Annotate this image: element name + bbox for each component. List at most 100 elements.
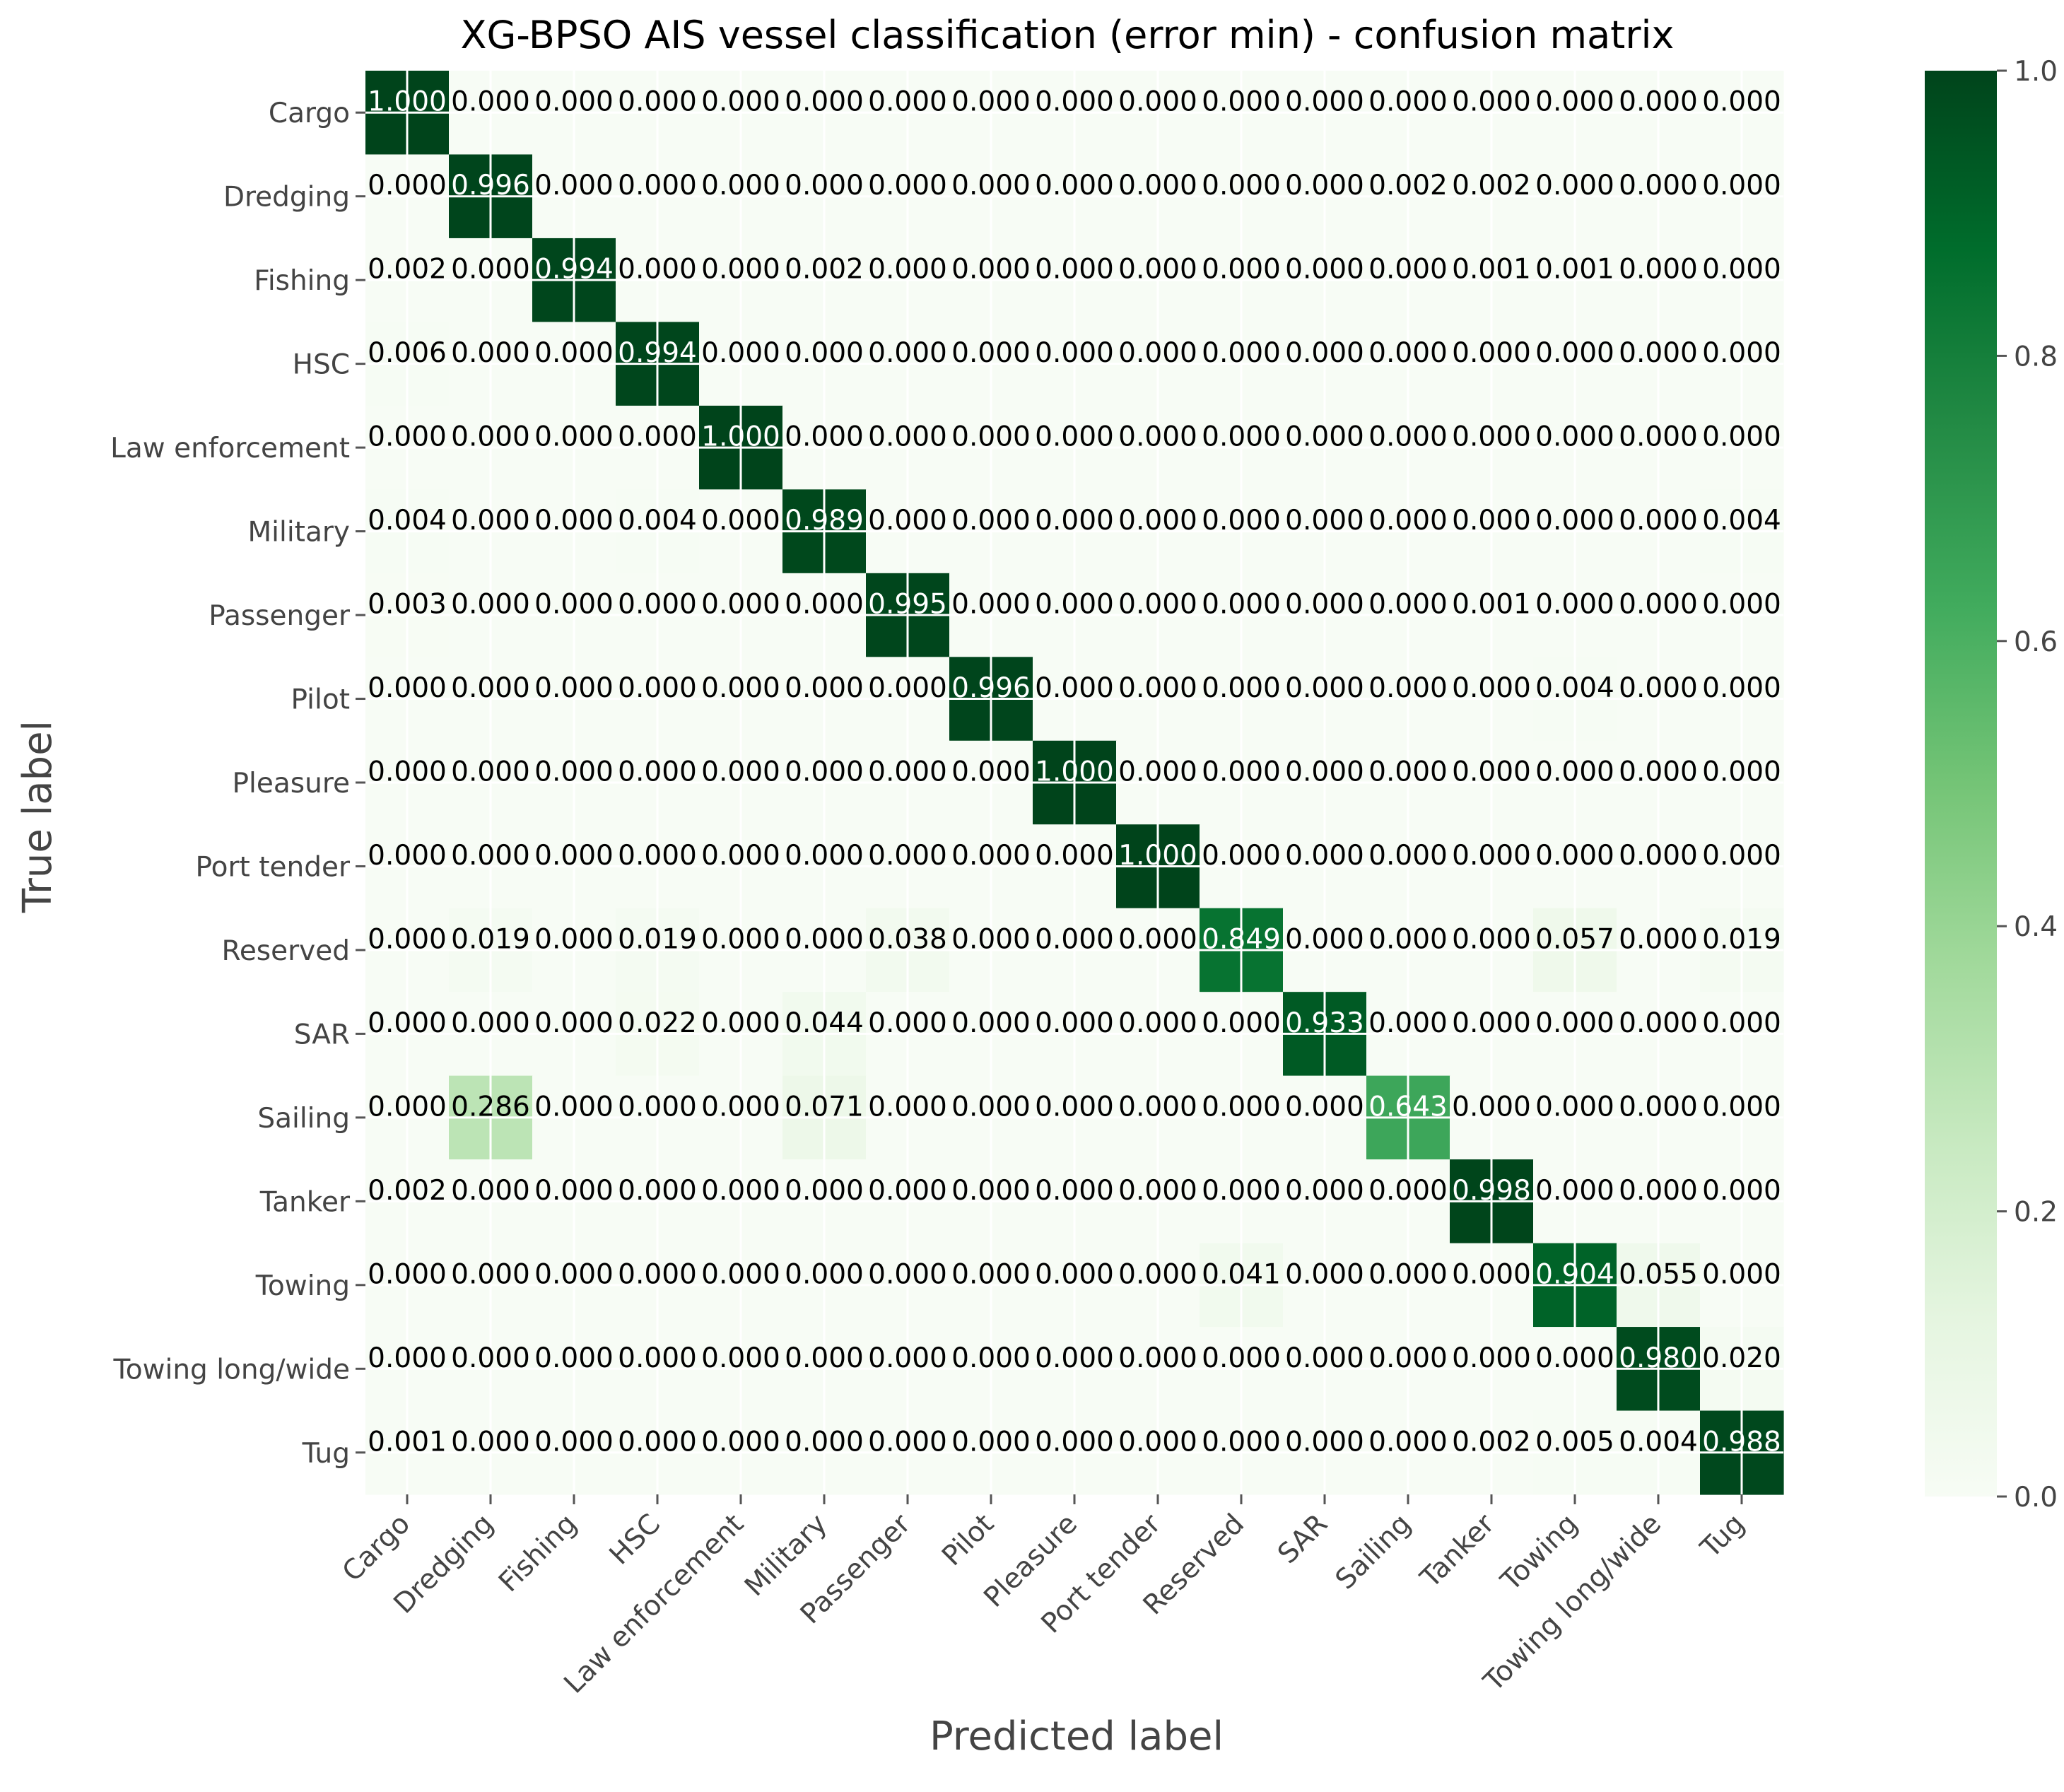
cell-value-label: 0.980 — [1619, 1342, 1698, 1374]
cell-value-label: 0.000 — [868, 1007, 947, 1039]
cell-value-label: 0.000 — [1035, 421, 1114, 453]
cell-value-label: 0.001 — [1535, 254, 1614, 286]
cell-value-label: 0.000 — [951, 589, 1031, 621]
cell-value-label: 0.000 — [785, 756, 864, 788]
cell-value-label: 0.000 — [1702, 840, 1781, 872]
cell-value-label: 0.000 — [1368, 589, 1448, 621]
cell-value-label: 0.000 — [1452, 86, 1531, 118]
cell-value-label: 0.000 — [1702, 589, 1781, 621]
cell-value-label: 0.000 — [951, 86, 1031, 118]
y-tick-label: Fishing — [254, 265, 350, 297]
cell-value-label: 0.000 — [1619, 254, 1698, 286]
cell-value-label: 0.057 — [1535, 923, 1614, 955]
cell-value-label: 0.000 — [1619, 1091, 1698, 1123]
x-tick-label: Sailing — [1330, 1508, 1417, 1595]
cell-value-label: 0.000 — [701, 672, 780, 704]
cell-value-label: 0.000 — [1619, 756, 1698, 788]
cell-value-label: 0.000 — [1368, 756, 1448, 788]
cell-value-label: 0.001 — [1452, 589, 1531, 621]
cell-value-label: 0.000 — [1202, 421, 1281, 453]
cell-value-label: 0.000 — [534, 840, 614, 872]
y-tick-label: Cargo — [269, 98, 350, 129]
cell-value-label: 0.000 — [785, 672, 864, 704]
cell-value-label: 0.000 — [868, 421, 947, 453]
cell-value-label: 0.000 — [618, 589, 697, 621]
x-axis-label: Predicted label — [930, 1714, 1224, 1759]
chart-title: XG-BPSO AIS vessel classification (error… — [460, 13, 1674, 57]
y-tick-label: Port tender — [196, 851, 351, 883]
cell-value-label: 0.055 — [1619, 1258, 1698, 1290]
cell-value-label: 0.000 — [1452, 840, 1531, 872]
cell-value-label: 0.000 — [1452, 1342, 1531, 1374]
cell-value-label: 0.000 — [1619, 1175, 1698, 1207]
cell-value-label: 0.000 — [1702, 756, 1781, 788]
cell-value-label: 0.000 — [785, 1175, 864, 1207]
cell-value-label: 0.000 — [534, 421, 614, 453]
cell-value-label: 0.001 — [368, 1426, 447, 1458]
x-tick-label: Fishing — [493, 1508, 583, 1598]
cell-value-label: 0.000 — [1035, 1258, 1114, 1290]
cell-value-label: 0.000 — [1368, 1342, 1448, 1374]
cell-value-label: 0.000 — [1035, 86, 1114, 118]
cell-value-label: 0.000 — [1118, 1342, 1197, 1374]
cell-value-label: 0.000 — [534, 589, 614, 621]
cell-value-label: 0.000 — [1035, 1007, 1114, 1039]
cell-value-label: 0.000 — [1285, 86, 1364, 118]
cell-value-label: 0.000 — [1035, 840, 1114, 872]
cell-value-label: 1.000 — [701, 421, 780, 453]
cell-value-label: 0.000 — [701, 1426, 780, 1458]
y-tick-label: Reserved — [221, 935, 350, 967]
cell-value-label: 0.041 — [1202, 1258, 1281, 1290]
cell-value-label: 0.000 — [1619, 1007, 1698, 1039]
cell-value-label: 0.000 — [1285, 421, 1364, 453]
cell-value-label: 0.000 — [1285, 923, 1364, 955]
cell-value-label: 0.643 — [1368, 1091, 1448, 1123]
cell-value-label: 0.000 — [1035, 505, 1114, 537]
cell-value-label: 0.000 — [701, 840, 780, 872]
cell-value-label: 0.904 — [1535, 1258, 1614, 1290]
cell-value-label: 0.000 — [951, 840, 1031, 872]
cell-value-label: 0.000 — [534, 505, 614, 537]
cell-value-label: 0.000 — [1368, 337, 1448, 369]
y-tick-label: SAR — [294, 1019, 350, 1050]
cell-value-label: 0.000 — [951, 1175, 1031, 1207]
cell-value-label: 0.000 — [534, 170, 614, 201]
cell-value-label: 0.000 — [534, 756, 614, 788]
cell-value-label: 0.000 — [1285, 756, 1364, 788]
x-tick-label: Tanker — [1414, 1508, 1501, 1595]
cell-value-label: 0.000 — [534, 1342, 614, 1374]
colorbar-tick-label: 0.8 — [2014, 341, 2058, 373]
cell-value-label: 0.000 — [701, 254, 780, 286]
cell-value-label: 0.000 — [451, 1342, 530, 1374]
cell-value-label: 0.000 — [1368, 421, 1448, 453]
cell-value-label: 0.000 — [534, 672, 614, 704]
cell-value-label: 0.000 — [1452, 756, 1531, 788]
cell-value-label: 0.286 — [451, 1091, 530, 1123]
cell-value-label: 0.000 — [1535, 337, 1614, 369]
cell-value-label: 0.000 — [1285, 1426, 1364, 1458]
cell-value-label: 0.000 — [951, 421, 1031, 453]
cell-value-label: 0.000 — [1368, 672, 1448, 704]
cell-value-label: 0.000 — [1452, 421, 1531, 453]
y-tick-label: Sailing — [257, 1103, 350, 1135]
cell-value-label: 0.000 — [534, 1091, 614, 1123]
cell-value-label: 0.000 — [951, 1258, 1031, 1290]
cell-value-label: 0.004 — [618, 505, 697, 537]
cell-value-label: 0.996 — [951, 672, 1031, 704]
cell-value-label: 0.020 — [1702, 1342, 1781, 1374]
cell-value-label: 0.000 — [1452, 1007, 1531, 1039]
cell-value-label: 0.000 — [701, 337, 780, 369]
cell-value-label: 0.000 — [1202, 1426, 1281, 1458]
cell-value-label: 0.000 — [1368, 1258, 1448, 1290]
colorbar-ticks: 0.0 0.2 0.4 0.6 0.8 1.0 — [1997, 56, 2058, 1513]
cell-value-label: 0.000 — [1202, 756, 1281, 788]
cell-value-label: 0.000 — [1702, 1175, 1781, 1207]
cell-value-label: 0.000 — [1535, 505, 1614, 537]
cell-value-label: 0.000 — [701, 170, 780, 201]
cell-value-label: 0.000 — [701, 756, 780, 788]
cell-value-label: 0.994 — [618, 337, 697, 369]
cell-value-label: 0.000 — [1035, 1091, 1114, 1123]
cell-value-label: 0.000 — [1619, 337, 1698, 369]
y-tick-label: Passenger — [209, 600, 351, 632]
